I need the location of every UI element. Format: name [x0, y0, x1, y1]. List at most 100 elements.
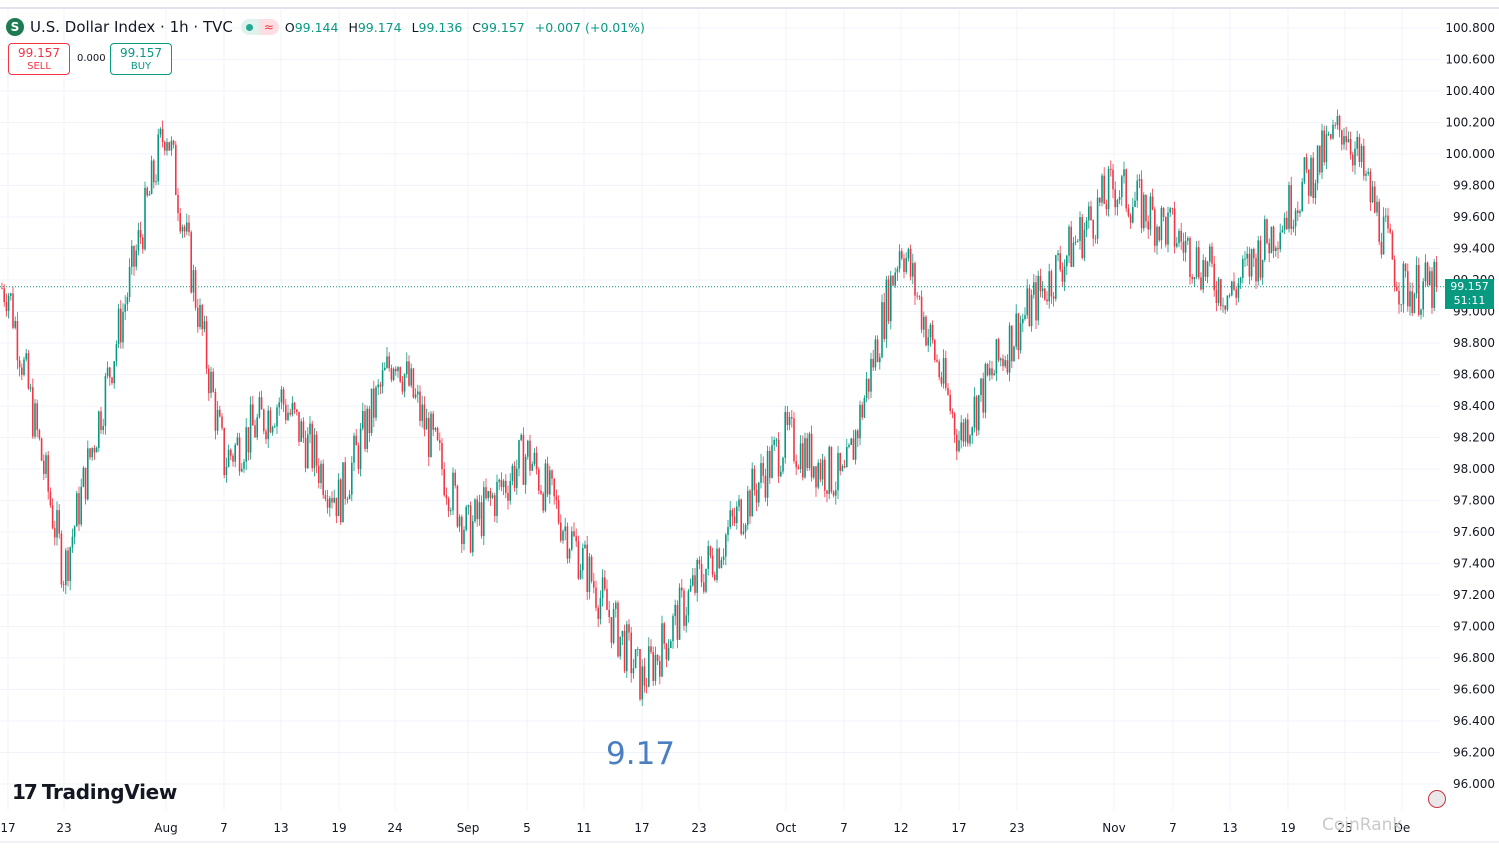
candle-body	[962, 422, 965, 442]
candle-body	[815, 466, 817, 488]
candle-body	[835, 490, 837, 496]
candle-body	[340, 479, 342, 523]
candle-body	[1160, 207, 1163, 241]
candle-body	[298, 411, 300, 442]
candle-body	[183, 226, 186, 232]
candle-body	[806, 438, 808, 469]
candle-body	[197, 307, 199, 327]
candle-body	[738, 499, 740, 507]
candle-body	[368, 408, 371, 434]
candle-body	[1228, 295, 1231, 297]
candle-body	[1099, 197, 1101, 203]
candle-body	[593, 581, 595, 588]
buy-label: BUY	[130, 61, 152, 72]
candle-body	[1303, 157, 1306, 182]
y-tick-label: 99.600	[1453, 210, 1495, 224]
candle-body	[1398, 290, 1400, 305]
candle-body	[630, 632, 632, 674]
change-value: +0.007 (+0.01%)	[534, 19, 645, 35]
candle-body	[1341, 130, 1343, 145]
candle-body	[854, 430, 857, 460]
candle-body	[498, 479, 500, 482]
candle-body	[687, 591, 690, 616]
market-status-icon[interactable]: ≈	[240, 19, 279, 35]
candle-body	[34, 403, 36, 437]
candle-body	[810, 433, 813, 478]
tradingview-logo-icon[interactable]: 17 TradingView	[12, 780, 177, 804]
candle-body	[494, 495, 496, 517]
spread-value: 0.000	[77, 53, 106, 64]
candle-body	[760, 463, 762, 483]
candle-body	[1224, 305, 1226, 310]
candle-body	[150, 160, 153, 195]
candle-body	[916, 295, 918, 297]
y-tick-label: 96.600	[1453, 683, 1495, 697]
candle-body	[1266, 219, 1268, 244]
sell-button[interactable]: 99.157 SELL	[8, 43, 70, 75]
open-value: 99.144	[294, 19, 339, 35]
x-tick-label: 7	[220, 821, 228, 835]
candle-body	[692, 575, 694, 586]
candle-body	[443, 469, 445, 496]
candle-body	[1433, 262, 1435, 308]
candle-body	[65, 550, 67, 586]
candle-body	[1308, 169, 1310, 196]
candle-body	[991, 368, 993, 376]
candle-body	[674, 604, 676, 617]
candle-body	[1143, 194, 1145, 229]
symbol-title[interactable]: U.S. Dollar Index · 1h · TVC	[30, 18, 233, 36]
candle-body	[883, 302, 885, 339]
candle-body	[40, 438, 43, 461]
candle-body	[188, 222, 190, 233]
candle-body	[397, 367, 399, 372]
candle-body	[1015, 313, 1017, 347]
x-tick-label: 17	[951, 821, 966, 835]
candle-body	[837, 452, 839, 491]
candle-body	[1057, 253, 1059, 256]
candle-body	[1382, 216, 1385, 255]
candle-body	[91, 447, 93, 458]
candle-body	[841, 466, 844, 471]
candle-body	[780, 471, 782, 477]
candle-body	[1050, 271, 1053, 297]
candle-body	[1061, 269, 1064, 282]
candle-body	[700, 564, 703, 583]
candle-body	[419, 391, 421, 421]
candle-body	[25, 353, 27, 360]
candle-body	[951, 410, 954, 414]
candle-body	[326, 499, 329, 508]
candle-body	[313, 434, 316, 469]
candle-body	[329, 498, 331, 508]
candle-body	[500, 479, 503, 488]
candle-body	[643, 666, 646, 686]
candle-body	[456, 485, 459, 527]
candle-body	[159, 128, 162, 135]
candle-body	[872, 358, 874, 368]
candle-body	[421, 404, 423, 421]
candle-body	[846, 446, 848, 468]
candle-body	[656, 654, 659, 662]
flag-icon[interactable]	[1428, 790, 1446, 808]
candle-body	[16, 320, 19, 361]
candle-body	[454, 472, 456, 486]
y-tick-label: 97.800	[1453, 494, 1495, 508]
x-tick-label: Nov	[1102, 821, 1125, 835]
watermark: CoinRank	[1322, 815, 1403, 835]
candle-body	[590, 556, 593, 582]
candle-body	[458, 516, 461, 527]
candle-body	[1096, 197, 1099, 239]
symbol-icon[interactable]: S	[6, 18, 24, 36]
candle-body	[117, 308, 120, 345]
candle-body	[1231, 281, 1233, 296]
candle-body	[179, 213, 181, 232]
candle-body	[980, 378, 982, 396]
buy-button[interactable]: 99.157 BUY	[110, 43, 172, 75]
candle-body	[223, 428, 225, 476]
candle-body	[661, 623, 663, 677]
candle-body	[764, 475, 767, 498]
candle-body	[199, 305, 201, 327]
candle-body	[320, 463, 322, 484]
candle-body	[518, 440, 520, 469]
candle-body	[595, 587, 597, 608]
